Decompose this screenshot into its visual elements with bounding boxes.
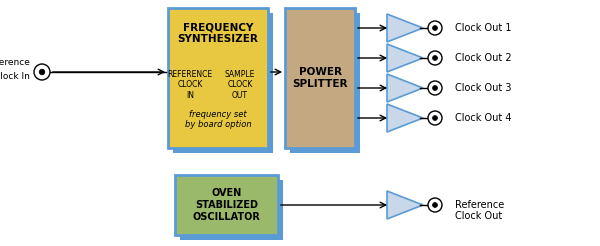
Circle shape [428,198,442,212]
Circle shape [433,56,437,61]
Polygon shape [387,44,423,72]
Circle shape [428,81,442,95]
Text: FREQUENCY
SYNTHESIZER: FREQUENCY SYNTHESIZER [178,22,259,44]
Circle shape [433,116,437,121]
Circle shape [39,69,45,75]
Circle shape [428,51,442,65]
Text: Clock Out: Clock Out [455,211,502,221]
Circle shape [433,26,437,31]
Circle shape [428,111,442,125]
Text: Clock Out 2: Clock Out 2 [455,53,512,63]
Text: frequency set
by board option: frequency set by board option [185,110,251,129]
Text: Clock Out 3: Clock Out 3 [455,83,511,93]
Text: Clock Out 4: Clock Out 4 [455,113,511,123]
Bar [290,13,360,153]
Text: Clock Out 1: Clock Out 1 [455,23,511,33]
Polygon shape [387,14,423,42]
Text: Clock In: Clock In [0,72,30,81]
Text: SAMPLE
CLOCK
OUT: SAMPLE CLOCK OUT [225,70,255,100]
Bar [175,175,278,235]
Text: POWER
SPLITTER: POWER SPLITTER [292,67,348,89]
Bar [180,180,283,240]
Polygon shape [387,191,423,219]
Text: REFERENCE
CLOCK
IN: REFERENCE CLOCK IN [167,70,212,100]
Text: Reference: Reference [0,58,30,67]
Bar [285,8,355,148]
Bar [168,8,268,148]
Text: Reference: Reference [455,200,504,210]
Bar [173,13,273,153]
Polygon shape [387,74,423,102]
Circle shape [428,21,442,35]
Polygon shape [387,104,423,132]
Circle shape [433,202,437,207]
Text: OVEN
STABILIZED
OSCILLATOR: OVEN STABILIZED OSCILLATOR [193,188,260,222]
Circle shape [433,86,437,91]
Circle shape [34,64,50,80]
